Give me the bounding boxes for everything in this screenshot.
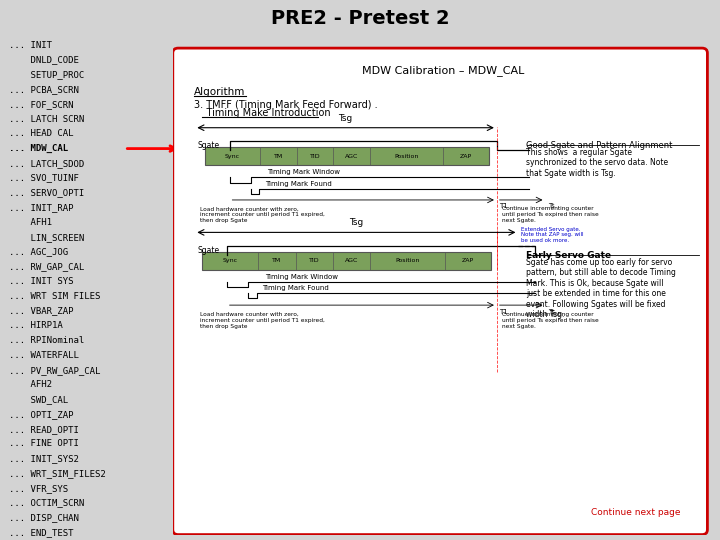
Text: ... INIT: ... INIT [9, 40, 52, 50]
Text: ... DISP_CHAN: ... DISP_CHAN [9, 514, 78, 522]
Text: Good Sgate and Pattern Alignment: Good Sgate and Pattern Alignment [526, 141, 673, 151]
Text: Position: Position [395, 259, 420, 264]
Text: ... INIT_RAP: ... INIT_RAP [9, 203, 73, 212]
Text: ... INIT_SYS2: ... INIT_SYS2 [9, 454, 78, 463]
Text: ... PV_RW_GAP_CAL: ... PV_RW_GAP_CAL [9, 366, 100, 375]
Text: ZAP: ZAP [462, 259, 474, 264]
Text: Continue incrementing counter
until period Ts expired then raise
next Sgate.: Continue incrementing counter until peri… [502, 206, 599, 223]
FancyBboxPatch shape [173, 48, 707, 535]
Text: Tsg: Tsg [338, 114, 353, 123]
Text: Ts: Ts [548, 308, 555, 315]
Text: ... WRT_SIM_FILES2: ... WRT_SIM_FILES2 [9, 469, 105, 478]
Text: ... MDW_CAL: ... MDW_CAL [9, 144, 68, 153]
Text: ... AGC_JOG: ... AGC_JOG [9, 247, 68, 256]
Text: PRE2 - Pretest 2: PRE2 - Pretest 2 [271, 9, 449, 29]
Text: Sgate: Sgate [197, 141, 219, 151]
Text: Sgate has come up too early for servo
pattern, but still able to decode Timing
M: Sgate has come up too early for servo pa… [526, 258, 676, 319]
Text: AFH2: AFH2 [9, 380, 52, 389]
Text: ... HIRP1A: ... HIRP1A [9, 321, 63, 330]
Text: Continue next page: Continue next page [591, 508, 680, 517]
Text: ... READ_OPTI: ... READ_OPTI [9, 425, 78, 434]
Text: Ts: Ts [548, 204, 555, 210]
Text: Timing Mark Window: Timing Mark Window [267, 169, 341, 175]
Text: Position: Position [395, 154, 418, 159]
Bar [205, 147, 489, 165]
Text: Sgate: Sgate [197, 246, 219, 254]
Text: Sync: Sync [225, 154, 240, 159]
Text: ... OCTIM_SCRN: ... OCTIM_SCRN [9, 498, 84, 508]
Text: Early Servo Gate: Early Servo Gate [526, 251, 611, 260]
Text: AGC: AGC [345, 154, 359, 159]
Text: ... INIT SYS: ... INIT SYS [9, 277, 73, 286]
Text: ... VFR_SYS: ... VFR_SYS [9, 484, 68, 493]
Text: ... RW_GAP_CAL: ... RW_GAP_CAL [9, 262, 84, 271]
Text: Sync: Sync [223, 259, 238, 264]
Text: ... LATCH_SDOD: ... LATCH_SDOD [9, 159, 84, 168]
Text: SWD_CAL: SWD_CAL [9, 395, 68, 404]
Text: ... FOF_SCRN: ... FOF_SCRN [9, 100, 73, 109]
Text: ... SVO_TUINF: ... SVO_TUINF [9, 174, 78, 183]
Text: ... SERVO_OPTI: ... SERVO_OPTI [9, 188, 84, 198]
Text: ... VBAR_ZAP: ... VBAR_ZAP [9, 307, 73, 315]
Text: AFH1: AFH1 [9, 218, 52, 227]
Text: 3. TMFF (Timing Mark Feed Forward) .: 3. TMFF (Timing Mark Feed Forward) . [194, 100, 378, 110]
Text: Extended Servo gate.
Note that ZAP seg. will
be used ok more.: Extended Servo gate. Note that ZAP seg. … [521, 227, 584, 243]
Text: TID: TID [309, 259, 320, 264]
Text: T1: T1 [500, 308, 508, 315]
Bar [202, 252, 491, 270]
Text: ... LATCH SCRN: ... LATCH SCRN [9, 114, 84, 124]
Text: DNLD_CODE: DNLD_CODE [9, 56, 78, 64]
Text: ZAP: ZAP [460, 154, 472, 159]
Text: Timing Mark Found: Timing Mark Found [262, 285, 328, 292]
Text: Tsg: Tsg [349, 219, 364, 227]
Text: ... HEAD CAL: ... HEAD CAL [9, 129, 73, 138]
Text: Timing Mark Found: Timing Mark Found [265, 181, 331, 187]
Text: Continue incrementing counter
until period Ts expired then raise
next Sgate.: Continue incrementing counter until peri… [502, 312, 599, 329]
Text: Load hardware counter with zero,
increment counter until period T1 expired,
then: Load hardware counter with zero, increme… [199, 312, 325, 329]
Text: ... FINE OPTI: ... FINE OPTI [9, 440, 78, 449]
Text: This shows  a regular Sgate
synchronized to the servo data. Note
that Sgate widt: This shows a regular Sgate synchronized … [526, 148, 669, 178]
Text: ... PCBA_SCRN: ... PCBA_SCRN [9, 85, 78, 94]
Text: TM: TM [274, 154, 283, 159]
Text: TID: TID [310, 154, 320, 159]
Text: T1: T1 [500, 204, 508, 210]
Text: TM: TM [272, 259, 282, 264]
Text: ... OPTI_ZAP: ... OPTI_ZAP [9, 410, 73, 419]
Text: Algorithm: Algorithm [194, 87, 246, 97]
Text: Timing Make Introduction: Timing Make Introduction [194, 109, 331, 118]
Text: MDW Calibration – MDW_CAL: MDW Calibration – MDW_CAL [361, 65, 524, 76]
Text: SETUP_PROC: SETUP_PROC [9, 70, 84, 79]
Text: ... RPINominal: ... RPINominal [9, 336, 84, 345]
Text: ... END_TEST: ... END_TEST [9, 528, 73, 537]
Text: ... WRT SIM FILES: ... WRT SIM FILES [9, 292, 100, 301]
Text: Timing Mark Window: Timing Mark Window [265, 274, 338, 280]
Text: AGC: AGC [345, 259, 359, 264]
Text: Load hardware counter with zero,
increment counter until period T1 expired,
then: Load hardware counter with zero, increme… [199, 206, 325, 223]
Text: ... WATERFALL: ... WATERFALL [9, 351, 78, 360]
Text: LIN_SCREEN: LIN_SCREEN [9, 233, 84, 242]
